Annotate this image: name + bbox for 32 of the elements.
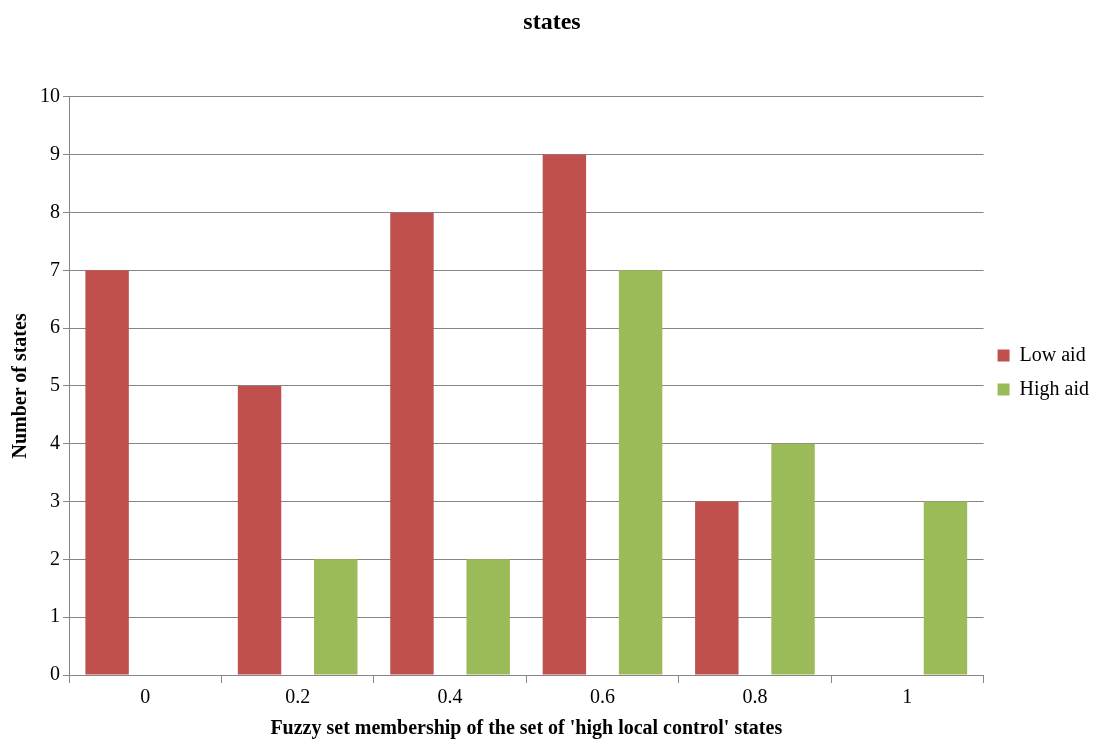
bar <box>923 501 968 675</box>
y-tick-label: 2 <box>50 546 60 569</box>
x-tick-label: 0.8 <box>742 685 768 708</box>
x-tick-label: 1 <box>902 685 913 708</box>
y-axis-title: Number of states <box>8 313 31 459</box>
y-tick-label: 9 <box>50 141 60 164</box>
bar <box>237 385 282 675</box>
bar <box>466 559 510 675</box>
x-tick-label: 0.4 <box>437 685 463 708</box>
bar <box>85 270 129 675</box>
legend-label: Low aid <box>1019 342 1086 365</box>
bar <box>618 270 663 675</box>
x-axis-title: Fuzzy set membership of the set of 'high local control' states <box>270 716 783 740</box>
bar <box>771 443 815 675</box>
y-tick-label: 7 <box>50 257 60 280</box>
y-tick-label: 3 <box>50 488 60 511</box>
y-tick-label: 4 <box>50 430 60 453</box>
y-tick-label: 6 <box>50 315 60 338</box>
bar <box>390 212 434 675</box>
y-tick-label: 10 <box>40 84 60 107</box>
bar <box>314 559 358 675</box>
y-tick-label: 8 <box>50 199 60 222</box>
bar <box>695 501 739 675</box>
x-tick-label: 0 <box>140 685 151 708</box>
legend-label: High aid <box>1019 376 1089 400</box>
bar <box>542 154 587 675</box>
y-tick-label: 5 <box>50 373 60 396</box>
y-tick-label: 0 <box>50 662 60 685</box>
y-tick-label: 1 <box>50 604 60 627</box>
x-tick-label: 0.2 <box>285 685 311 708</box>
chart-title: states <box>523 7 581 34</box>
x-tick-label: 0.6 <box>590 685 615 708</box>
